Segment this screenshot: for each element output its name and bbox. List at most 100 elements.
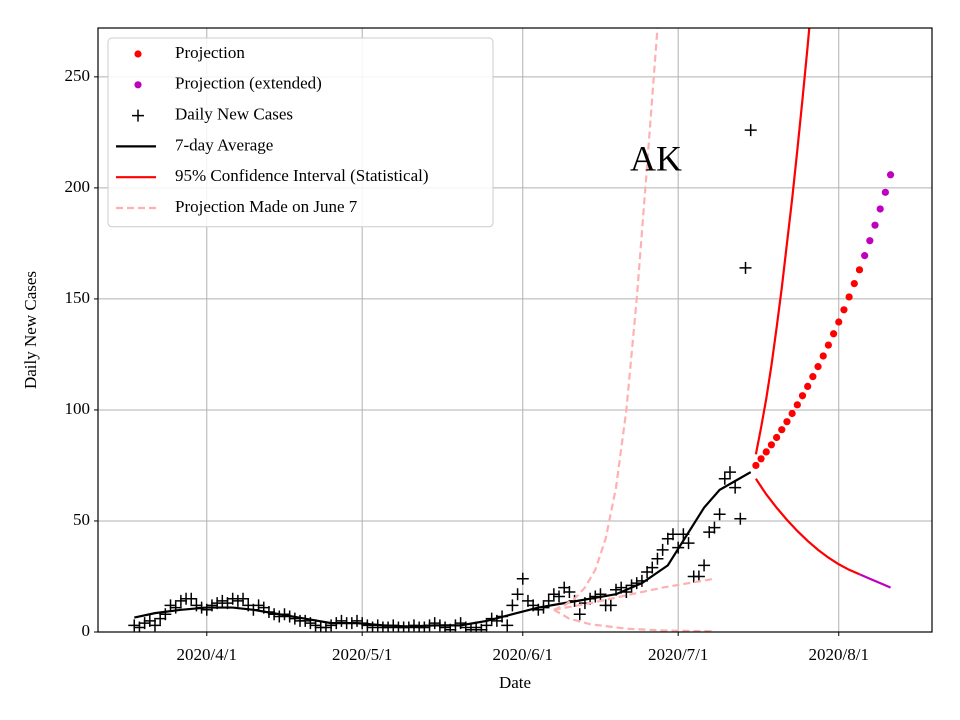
series-line <box>553 28 659 611</box>
plus-marker <box>739 261 752 274</box>
point <box>819 352 827 360</box>
plus-marker <box>718 472 731 485</box>
point <box>850 279 858 288</box>
plus-marker <box>428 617 441 630</box>
point <box>871 221 879 229</box>
plus-marker <box>708 521 721 534</box>
point <box>804 382 812 391</box>
y-tick-label: 250 <box>65 66 91 85</box>
point <box>824 341 832 349</box>
annotation: AK <box>630 138 682 178</box>
legend-marker <box>134 50 142 58</box>
series-line <box>553 577 715 611</box>
legend-label: Projection <box>175 43 245 62</box>
plus-marker <box>351 614 364 627</box>
plus-marker <box>159 608 172 621</box>
plus-marker <box>216 594 229 607</box>
series-line <box>859 573 891 589</box>
y-tick-label: 200 <box>65 177 91 196</box>
plus-marker <box>734 512 747 525</box>
point <box>845 293 853 301</box>
point <box>886 171 895 179</box>
x-tick-label: 2020/6/1 <box>493 645 553 664</box>
plus-marker <box>573 608 586 621</box>
plus-marker <box>516 572 529 585</box>
plus-marker <box>174 594 187 607</box>
x-tick-label: 2020/8/1 <box>809 645 869 664</box>
plus-marker <box>553 590 566 603</box>
plus-marker <box>164 599 177 612</box>
point <box>783 418 791 426</box>
axes-frame <box>97 27 933 633</box>
legend: Projection Projection (extended) Daily New… <box>107 37 494 228</box>
series-line <box>754 28 811 455</box>
y-axis-label: Daily New Cases <box>21 271 40 389</box>
point <box>840 306 848 314</box>
plus-marker <box>729 481 742 494</box>
series-line <box>754 478 860 576</box>
plus-marker <box>646 561 659 574</box>
point <box>793 401 801 409</box>
plus-marker <box>226 592 239 605</box>
y-tick-label: 50 <box>73 510 90 529</box>
plus-marker <box>682 537 695 550</box>
x-tick-label: 2020/4/1 <box>177 645 237 664</box>
plus-marker <box>138 617 151 630</box>
plus-marker <box>501 619 514 632</box>
plus-marker <box>464 623 477 632</box>
plus-marker <box>532 603 545 616</box>
y-tick-label: 150 <box>65 288 91 307</box>
legend-marker <box>132 109 144 122</box>
point <box>767 441 776 449</box>
plus-marker <box>666 528 679 541</box>
legend-marker <box>134 81 142 89</box>
plus-marker <box>205 599 218 612</box>
plus-marker <box>506 599 519 612</box>
plus-marker <box>698 559 711 572</box>
point <box>762 448 770 456</box>
series-line <box>134 471 752 628</box>
point <box>772 433 781 442</box>
x-tick-label: 2020/7/1 <box>648 645 708 664</box>
point <box>752 461 760 470</box>
legend-label: Projection (extended) <box>175 74 322 93</box>
point <box>876 205 884 213</box>
plus-marker <box>604 599 617 612</box>
point <box>798 392 807 400</box>
legend-label: 7-day Average <box>175 135 273 154</box>
plus-marker <box>594 588 607 601</box>
plus-marker <box>656 543 669 556</box>
plus-marker <box>325 619 338 632</box>
legend-label: Projection Made on June 7 <box>175 197 358 216</box>
y-tick-label: 100 <box>65 399 91 418</box>
legend-box <box>107 37 494 228</box>
point <box>778 426 786 434</box>
point <box>881 188 889 196</box>
plus-marker <box>185 592 198 605</box>
point <box>855 266 864 274</box>
legend-label: 95% Confidence Interval (Statistical) <box>175 166 429 185</box>
x-axis-label: Date <box>499 673 531 692</box>
plus-marker <box>231 594 244 607</box>
plus-marker <box>563 586 576 599</box>
plus-marker <box>547 588 560 601</box>
y-tick-label: 0 <box>82 621 91 640</box>
series-line <box>553 608 715 632</box>
plus-marker <box>744 124 757 137</box>
plus-marker <box>237 592 250 605</box>
plus-marker <box>169 601 182 614</box>
plus-marker <box>148 619 161 632</box>
plus-marker <box>299 614 312 627</box>
point <box>861 252 869 260</box>
point <box>809 373 817 381</box>
plus-marker <box>128 619 141 632</box>
plus-marker <box>273 610 286 623</box>
plus-marker <box>511 588 524 601</box>
plus-marker <box>335 614 348 627</box>
plus-marker <box>651 552 664 565</box>
point <box>814 363 822 371</box>
plus-marker <box>723 466 736 479</box>
point <box>835 318 843 326</box>
plus-marker <box>713 508 726 521</box>
